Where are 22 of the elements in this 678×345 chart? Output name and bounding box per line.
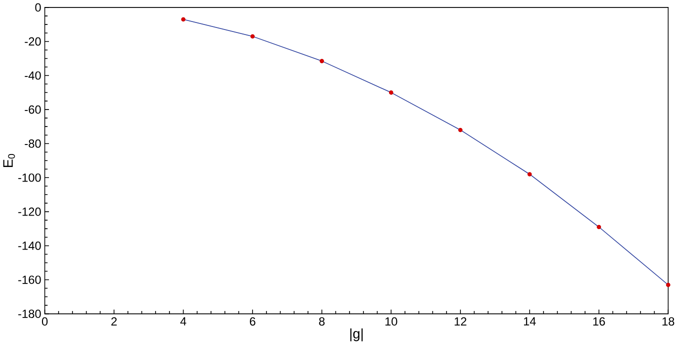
y-tick-label: -100 — [18, 174, 41, 182]
x-tick-label: 0 — [42, 317, 48, 326]
y-tick-label: -20 — [24, 38, 41, 46]
y-tick-label: -120 — [18, 208, 41, 216]
x-tick-label: 6 — [250, 317, 256, 326]
x-tick-label: 16 — [593, 317, 605, 326]
x-tick-label: 8 — [319, 317, 325, 326]
x-tick-label: 10 — [385, 317, 398, 326]
y-tick-label: 0 — [35, 3, 41, 12]
y-tick-label: -160 — [18, 276, 41, 284]
x-axis-title: |g| — [350, 328, 363, 342]
y-axis-title: E$_{0}$ — [3, 154, 15, 168]
x-tick-label: 18 — [662, 317, 674, 326]
y-tick-label: -80 — [24, 140, 41, 148]
y-tick-label: -60 — [24, 106, 41, 114]
x-tick-label: 12 — [454, 317, 466, 326]
y-tick-label: -140 — [18, 242, 41, 250]
x-tick-label: 2 — [111, 317, 117, 326]
y-tick-label: -40 — [24, 72, 41, 80]
x-tick-label: 14 — [524, 318, 536, 326]
x-tick-label: 4 — [180, 318, 186, 326]
y-tick-label: -180 — [18, 310, 41, 318]
